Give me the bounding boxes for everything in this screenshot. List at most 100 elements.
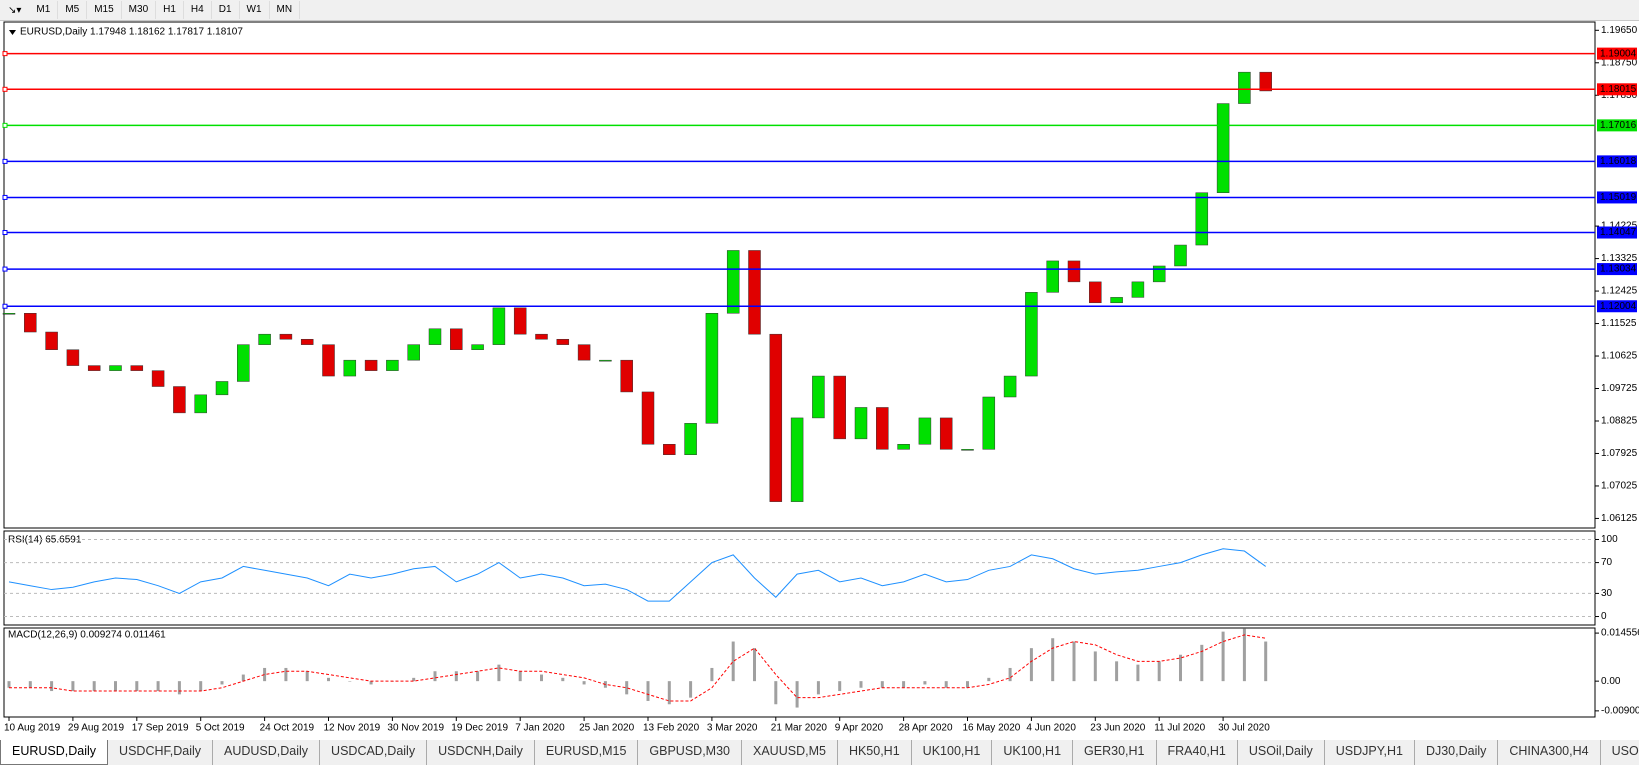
x-tick-label: 21 Mar 2020 <box>771 723 828 734</box>
candle <box>812 375 825 419</box>
timeframe-button[interactable]: H1 <box>156 1 184 19</box>
timeframe-button[interactable]: M5 <box>58 1 88 19</box>
macd-bar <box>987 677 991 682</box>
level-label: 1.12004 <box>1600 301 1637 312</box>
macd-bar <box>966 681 969 688</box>
candle <box>1003 375 1017 398</box>
level-label-box <box>1597 119 1637 132</box>
rsi-line <box>8 548 1266 602</box>
candle <box>300 338 314 345</box>
y-tick-label: 1.10625 <box>1601 351 1638 362</box>
chart-tab[interactable]: UK100,H1 <box>912 740 993 765</box>
chart-tab[interactable]: FRA40,H1 <box>1157 740 1238 765</box>
y-tick-label: -0.009001 <box>1601 706 1639 717</box>
chart-window: EURUSD,Daily 1.17948 1.18162 1.17817 1.1… <box>2 21 1639 734</box>
candle <box>407 344 420 361</box>
candle <box>705 313 719 424</box>
candle <box>833 375 846 440</box>
candle <box>1131 281 1145 298</box>
timeframe-button[interactable]: W1 <box>240 1 270 19</box>
candle <box>599 359 612 362</box>
macd-bar <box>944 681 948 688</box>
level-label: 1.17016 <box>1600 120 1637 131</box>
y-tick-label: 0.00 <box>1601 676 1621 687</box>
y-tick-label: 1.14225 <box>1601 221 1638 232</box>
timeframe-button[interactable]: D1 <box>212 1 240 19</box>
macd-bar <box>284 667 288 682</box>
candle <box>1238 71 1251 104</box>
candle <box>1195 192 1209 246</box>
chart-tab[interactable]: AUDUSD,Daily <box>213 740 321 765</box>
chart-tab[interactable]: USOil,Daily <box>1238 740 1325 765</box>
chart-tab[interactable]: EURUSD,Daily <box>0 740 109 765</box>
y-tick-label: 1.08825 <box>1601 416 1638 427</box>
chart-tab[interactable]: USOil,H <box>1601 740 1639 765</box>
chart-tab[interactable]: USDCHF,Daily <box>108 740 213 765</box>
candle <box>450 328 463 350</box>
level-handle <box>2 194 8 200</box>
chart-tab[interactable]: USDJPY,H1 <box>1325 740 1415 765</box>
chart-tab[interactable]: USDCAD,Daily <box>320 740 428 765</box>
x-tick-label: 30 Jul 2020 <box>1218 723 1270 734</box>
macd-bar <box>859 681 863 688</box>
macd-bar <box>1179 654 1182 682</box>
candle <box>45 331 58 350</box>
timeframe-button[interactable]: M1 <box>29 1 59 19</box>
chart-tab[interactable]: HK50,H1 <box>838 740 912 765</box>
y-tick-label: 1.07025 <box>1601 481 1638 492</box>
x-tick-label: 4 Jun 2020 <box>1026 723 1076 734</box>
chart-tab[interactable]: UK100,H1 <box>992 740 1074 765</box>
timeframe-button[interactable]: MN <box>270 1 301 19</box>
level-label-box <box>1597 191 1637 204</box>
candle <box>471 344 484 350</box>
macd-bar <box>7 681 11 688</box>
macd-bar <box>880 681 884 688</box>
macd-bar <box>689 681 693 698</box>
candle <box>279 333 293 340</box>
macd-bar <box>1136 664 1140 682</box>
candle <box>513 307 527 335</box>
level-label-box <box>1597 300 1637 313</box>
timeframe-button[interactable]: M30 <box>122 1 157 19</box>
macd-bar <box>902 681 906 688</box>
level-handle <box>2 303 8 309</box>
tool-icon[interactable]: ↘▾ <box>8 4 22 16</box>
candle <box>1174 244 1187 267</box>
x-tick-label: 24 Oct 2019 <box>260 723 315 734</box>
macd-bar <box>667 681 671 705</box>
macd-bar <box>625 681 629 695</box>
x-tick-label: 13 Feb 2020 <box>643 723 700 734</box>
macd-bar <box>327 677 330 682</box>
macd-bar <box>1029 648 1033 682</box>
chart-tab[interactable]: EURUSD,M15 <box>535 740 639 765</box>
candle <box>982 396 996 450</box>
candle <box>87 365 101 371</box>
chart-tab[interactable]: GER30,H1 <box>1073 740 1157 765</box>
chart-tab[interactable]: CHINA300,H4 <box>1498 740 1601 765</box>
candle <box>684 423 697 455</box>
chart-tab[interactable]: GBPUSD,M30 <box>638 740 742 765</box>
macd-bar <box>1221 631 1225 682</box>
level-label-box <box>1597 47 1637 60</box>
macd-bar <box>1008 667 1012 682</box>
y-tick-label: 1.07925 <box>1601 448 1638 459</box>
x-tick-label: 3 Mar 2020 <box>707 723 758 734</box>
macd-bar <box>710 667 714 682</box>
chart-tab[interactable]: XAUUSD,M5 <box>742 740 838 765</box>
macd-signal <box>9 634 1266 702</box>
level-handle <box>2 158 8 164</box>
level-handle <box>2 266 8 272</box>
timeframe-button[interactable]: H4 <box>184 1 212 19</box>
chart-tab[interactable]: USDCNH,Daily <box>427 740 535 765</box>
macd-bar <box>646 681 650 701</box>
candle <box>173 386 186 414</box>
timeframe-button[interactable]: M15 <box>87 1 122 19</box>
macd-bar <box>1264 641 1268 682</box>
macd-bar <box>412 677 416 682</box>
level-label-box <box>1597 155 1637 168</box>
macd-bar <box>241 674 245 682</box>
chart-tab[interactable]: DJ30,Daily <box>1415 740 1499 765</box>
y-tick-label: 0 <box>1601 611 1607 622</box>
level-label: 1.19004 <box>1600 48 1637 59</box>
